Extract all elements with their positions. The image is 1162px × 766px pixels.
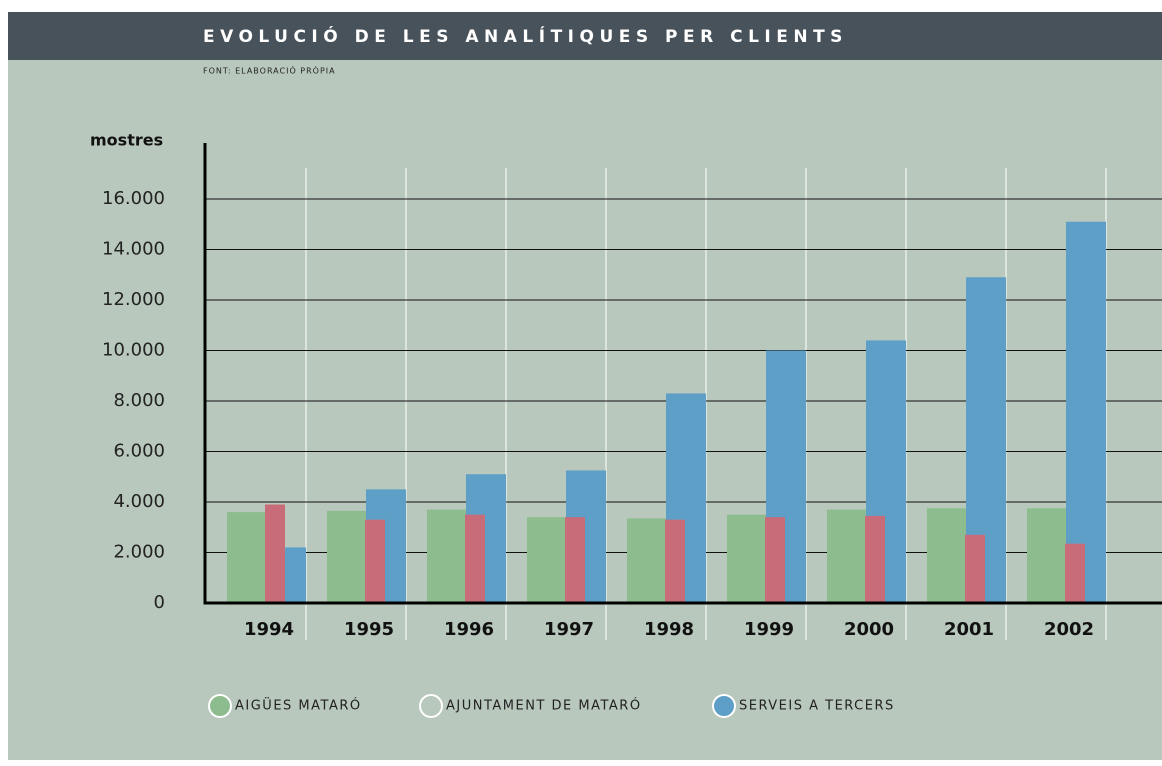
bar: [1027, 508, 1066, 603]
y-tick-label: 4.000: [113, 491, 165, 512]
legend-swatch: [419, 694, 443, 718]
bar: [765, 517, 785, 603]
x-tick-label: 1997: [544, 619, 594, 640]
bar: [665, 519, 685, 603]
bar: [1066, 221, 1106, 603]
x-tick-label: 2000: [844, 619, 894, 640]
bar: [965, 534, 985, 603]
y-tick-label: 0: [154, 592, 165, 613]
subtitle: FONT: ELABORACIÓ PRÒPIA: [203, 65, 336, 76]
bar: [327, 510, 366, 603]
y-tick-label: 2.000: [113, 542, 165, 563]
x-tick-label: 1996: [444, 619, 494, 640]
legend-label: AJUNTAMENT DE MATARÓ: [446, 698, 642, 714]
bar: [1065, 543, 1085, 603]
bar: [727, 514, 766, 603]
bar: [265, 504, 285, 603]
x-tick-label: 1999: [744, 619, 794, 640]
y-tick-label: 12.000: [102, 289, 165, 310]
chart-title: EVOLUCIÓ DE LES ANALÍTIQUES PER CLIENTS: [203, 25, 848, 47]
bar: [465, 514, 485, 603]
x-tick-label: 1994: [244, 619, 294, 640]
y-tick-label: 8.000: [113, 390, 165, 411]
y-tick-label: 6.000: [113, 441, 165, 462]
x-tick-label: 2001: [944, 619, 994, 640]
legend-label: AIGÜES MATARÓ: [235, 697, 362, 714]
bar: [627, 518, 666, 603]
x-tick-label: 1998: [644, 619, 694, 640]
title-bar: [8, 12, 1162, 60]
bar: [927, 508, 966, 603]
x-tick-label: 1995: [344, 619, 394, 640]
bar: [365, 519, 385, 603]
legend-swatch: [208, 694, 232, 718]
bar: [865, 515, 885, 603]
bar: [527, 517, 566, 603]
y-tick-label: 14.000: [102, 239, 165, 260]
bar: [427, 509, 466, 603]
y-axis-label: mostres: [90, 131, 163, 150]
legend-label: SERVEIS A TERCERS: [739, 699, 895, 714]
legend-swatch: [712, 694, 736, 718]
y-tick-label: 10.000: [102, 340, 165, 361]
bar: [827, 509, 866, 603]
y-tick-label: 16.000: [102, 188, 165, 209]
bar: [227, 512, 266, 603]
bar: [565, 517, 585, 603]
x-tick-label: 2002: [1044, 619, 1094, 640]
